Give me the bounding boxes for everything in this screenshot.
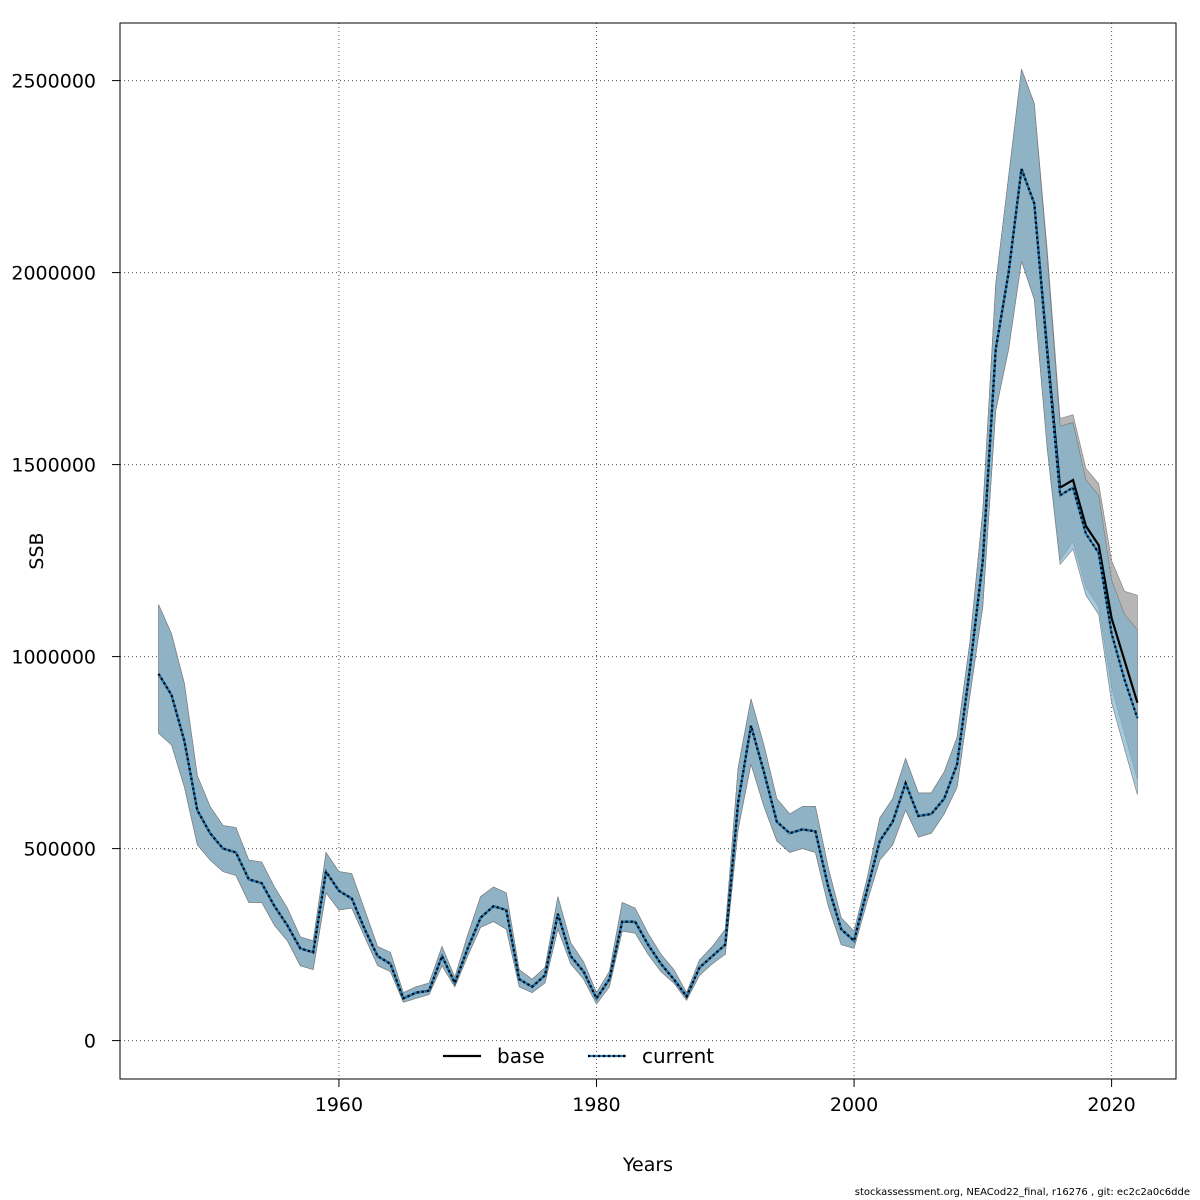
footer-caption: stockassessment.org, NEACod22_final, r16…	[854, 1187, 1190, 1198]
line-current-dots	[157, 168, 1139, 1001]
series-lines	[157, 168, 1139, 1001]
x-tick-label: 1980	[572, 1094, 620, 1116]
y-tick-label: 0	[84, 1031, 96, 1053]
x-tick-label: 2000	[830, 1094, 878, 1116]
x-axis-title: Years	[622, 1154, 673, 1176]
grid	[120, 23, 1176, 1079]
line-current	[157, 168, 1139, 1001]
legend-label-base: base	[497, 1044, 545, 1068]
plot-frame	[119, 22, 1177, 1080]
y-tick-label: 2500000	[11, 71, 96, 93]
axis-ticks: 1960 1980 2000 2020 0 500000 1000000 1500000 200…	[11, 71, 1135, 1116]
legend: base current	[443, 1044, 714, 1068]
x-tick-label: 1960	[315, 1094, 363, 1116]
line-base	[157, 168, 1139, 1001]
y-axis-title: SSB	[26, 532, 48, 569]
y-tick-label: 500000	[23, 839, 96, 861]
y-tick-label: 2000000	[11, 263, 96, 285]
x-tick-label: 2020	[1087, 1094, 1135, 1116]
y-tick-label: 1500000	[11, 455, 96, 477]
band-current	[158, 68, 1138, 1005]
band-base	[158, 68, 1138, 1005]
confidence-bands	[158, 68, 1138, 1005]
legend-label-current: current	[642, 1044, 714, 1068]
y-tick-label: 1000000	[11, 647, 96, 669]
